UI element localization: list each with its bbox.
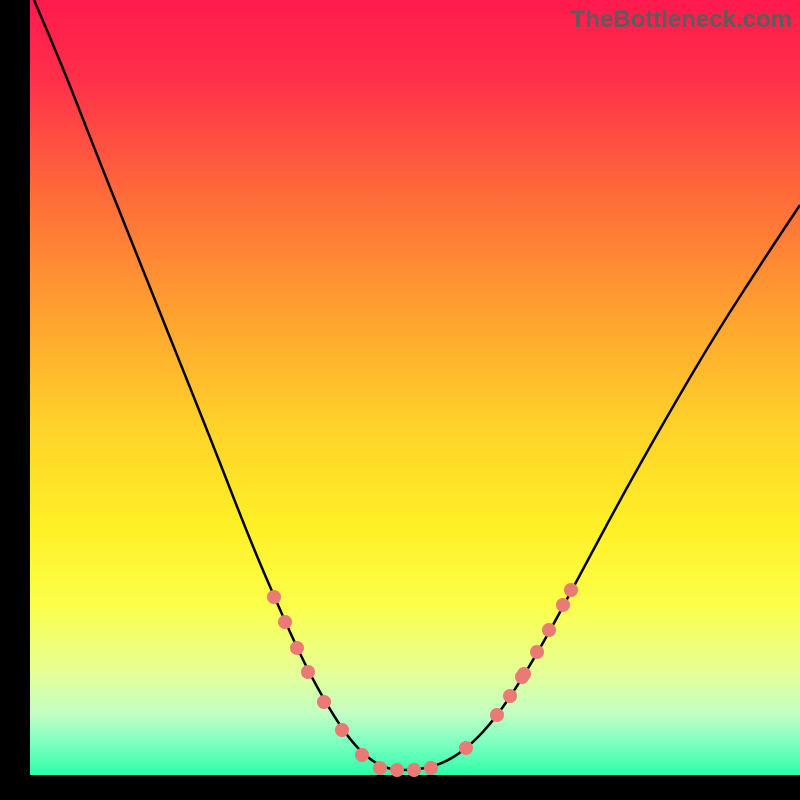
curve-marker [267,590,281,604]
chart-svg [0,0,800,800]
watermark-text: TheBottleneck.com [571,6,792,34]
curve-marker [390,763,404,777]
chart-plot-area [30,0,800,775]
curve-marker [301,665,315,679]
curve-marker [503,689,517,703]
curve-marker [556,598,570,612]
curve-marker [278,615,292,629]
curve-marker [564,583,578,597]
curve-marker [424,761,438,775]
curve-marker [530,645,544,659]
curve-marker [407,763,421,777]
curve-marker [355,748,369,762]
curve-marker [335,723,349,737]
curve-marker [290,641,304,655]
curve-marker [542,623,556,637]
curve-marker [459,741,473,755]
curve-marker [317,695,331,709]
curve-marker [373,761,387,775]
curve-marker [490,708,504,722]
bottleneck-curve [34,0,800,770]
curve-marker [517,667,531,681]
